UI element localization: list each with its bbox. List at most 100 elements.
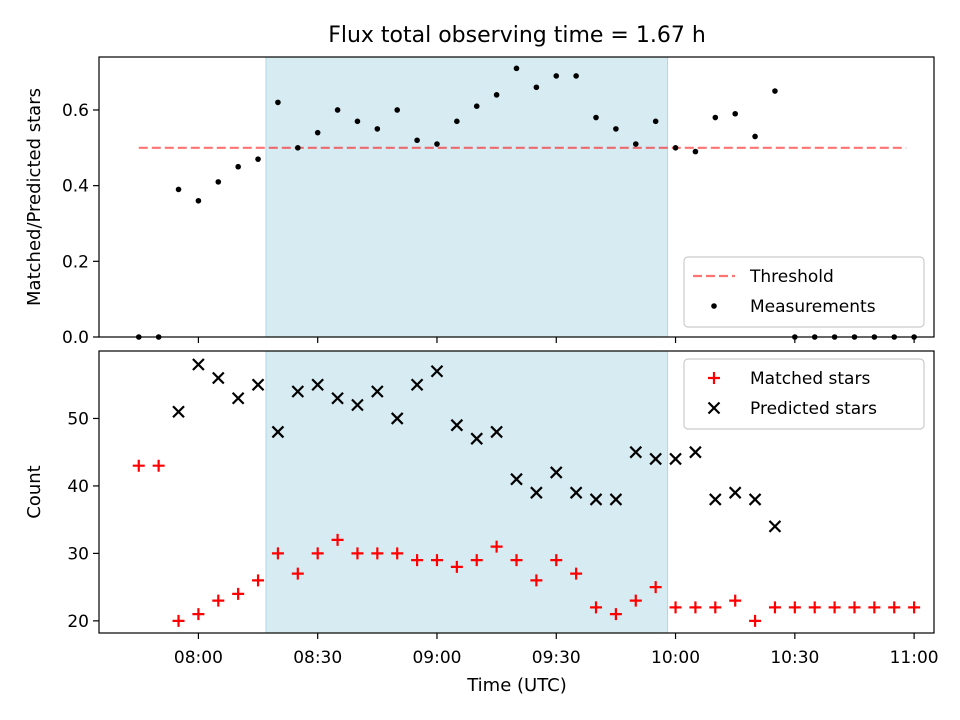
x-tick-label: 08:30 (293, 648, 342, 668)
matched-stars-point (311, 547, 324, 560)
x-tick-label: 09:30 (532, 648, 581, 668)
measurement-point (533, 84, 540, 91)
series-predicted-stars (172, 358, 782, 533)
matched-stars-point (391, 547, 404, 560)
legend-box (683, 256, 925, 328)
matched-stars-point (530, 574, 543, 587)
matched-stars-point (152, 459, 165, 472)
predicted-stars-point (172, 405, 185, 418)
matched-stars-point (590, 601, 603, 614)
measurement-point (632, 141, 639, 147)
measurement-point (772, 88, 778, 94)
predicted-stars-point (768, 520, 782, 533)
measurement-point (295, 145, 301, 151)
predicted-stars-point (649, 452, 662, 466)
y-tick-label: 0.2 (62, 252, 89, 272)
measurement-point (394, 107, 401, 113)
matched-stars-point (709, 601, 722, 614)
predicted-stars-point (331, 391, 344, 405)
matched-stars-point (271, 547, 284, 560)
measurement-point (613, 126, 619, 132)
measurement-point (732, 110, 738, 117)
matched-stars-point (192, 608, 205, 621)
predicted-stars-point (371, 385, 384, 398)
x-axis-label: Time (UTC) (466, 675, 567, 696)
matched-stars-point (291, 567, 304, 580)
matched-stars-point (411, 554, 424, 567)
y-axis-label: Matched/Predicted stars (24, 88, 45, 306)
y-tick-label: 20 (67, 612, 89, 632)
predicted-stars-point (390, 412, 404, 425)
matched-stars-point (212, 594, 225, 607)
y-tick-label: 0.4 (62, 177, 89, 197)
predicted-stars-point (609, 493, 623, 506)
matched-stars-point (132, 459, 145, 472)
observing-window-shade (265, 350, 669, 634)
predicted-stars-point (450, 418, 464, 432)
chart-title: Flux total observing time = 1.67 h (328, 23, 706, 48)
legend-label: Matched stars (750, 369, 870, 389)
predicted-stars-point (748, 493, 762, 506)
y-axis-label: Count (24, 465, 45, 518)
y-tick-label: 30 (67, 544, 89, 564)
matched-stars-point (351, 547, 364, 560)
measurement-point (354, 118, 361, 125)
measurement-point (175, 186, 182, 193)
measurement-point (314, 129, 321, 136)
measurement-point (434, 141, 440, 147)
predicted-stars-point (549, 466, 563, 479)
observing-window-shade (265, 56, 669, 338)
series-matched-stars (132, 459, 921, 627)
predicted-stars-point (231, 391, 245, 405)
axes-frame (98, 350, 935, 634)
matched-stars-point (570, 567, 583, 580)
predicted-stars-point (291, 385, 305, 398)
measurement-point (334, 107, 341, 113)
measurement-point (275, 99, 281, 106)
matched-stars-point (749, 614, 762, 627)
predicted-stars-point (311, 378, 324, 392)
measurement-point (454, 118, 460, 125)
measurement-point (553, 73, 560, 79)
predicted-stars-point (192, 358, 205, 371)
predicted-stars-point (470, 432, 484, 445)
measurement-point (255, 156, 261, 162)
predicted-stars-point (728, 486, 742, 499)
predicted-stars-point (351, 398, 364, 412)
legend-label: Threshold (749, 267, 834, 287)
x-tick-label: 10:00 (651, 648, 700, 668)
measurement-point (692, 148, 699, 155)
matched-stars-point (550, 554, 563, 567)
predicted-stars-point (569, 486, 583, 499)
matched-stars-point (649, 581, 662, 594)
measurement-point (235, 163, 241, 170)
legend-label: Predicted stars (750, 399, 877, 419)
matched-stars-point (232, 587, 245, 600)
legend-label: Measurements (750, 297, 876, 317)
predicted-stars-point (410, 378, 424, 392)
legend-dot-marker (711, 303, 717, 309)
legend-x-marker (707, 401, 721, 415)
y-tick-label: 50 (67, 409, 89, 429)
matched-stars-point (450, 560, 463, 573)
matched-stars-point (888, 601, 901, 614)
measurement-point (414, 137, 420, 144)
matched-stars-point (788, 601, 801, 614)
measurement-point (712, 114, 719, 121)
y-tick-label: 40 (67, 477, 89, 497)
matched-stars-point (689, 601, 702, 614)
predicted-stars-point (629, 445, 643, 459)
legend-plus-marker (708, 372, 720, 384)
measurement-point (493, 92, 500, 98)
star-count-panel: 20 30 40 50 08:00 08:30 09:00 09:30 10:00 10:30 11… (24, 350, 939, 668)
x-tick-label: 11:00 (890, 648, 939, 668)
y-tick-label: 0.0 (62, 328, 89, 348)
measurement-point (215, 179, 222, 185)
matched-stars-point (669, 601, 682, 614)
matched-stars-point (768, 601, 781, 614)
matched-stars-point (808, 601, 821, 614)
matched-stars-point (609, 608, 622, 621)
matched-stars-point (510, 554, 523, 567)
x-tick-label: 10:30 (770, 648, 819, 668)
